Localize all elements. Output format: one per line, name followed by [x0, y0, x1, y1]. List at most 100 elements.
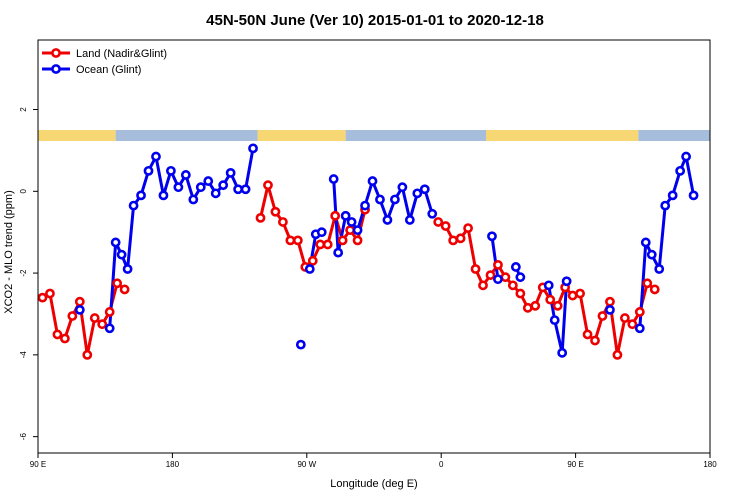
data-point	[128, 200, 139, 211]
data-point	[210, 188, 221, 199]
data-point	[346, 217, 357, 227]
data-point	[352, 225, 363, 236]
data-point	[367, 176, 378, 186]
series-line	[437, 220, 656, 357]
data-point	[37, 292, 48, 303]
data-point	[67, 311, 78, 321]
data-point	[412, 188, 423, 199]
data-point	[510, 262, 521, 272]
data-point	[255, 212, 266, 223]
mask-segment-land	[257, 130, 346, 141]
data-point	[455, 233, 466, 244]
data-point	[74, 296, 85, 307]
data-point	[667, 190, 678, 201]
data-point	[345, 225, 356, 236]
data-point	[104, 307, 115, 317]
y-tick-label: 0	[19, 189, 28, 194]
x-tick-label: 180	[703, 460, 717, 469]
data-point	[515, 288, 526, 299]
legend: Land (Nadir&Glint) Ocean (Glint)	[42, 48, 167, 76]
x-tick-label: 0	[439, 460, 444, 469]
x-axis-label: Longitude (deg E)	[330, 478, 417, 490]
data-point	[263, 180, 273, 191]
x-tick-label: 180	[166, 460, 180, 469]
data-point	[45, 288, 55, 299]
data-point	[557, 347, 568, 358]
data-point	[530, 300, 541, 311]
y-tick-label: 2	[19, 107, 28, 112]
data-point	[660, 200, 671, 211]
legend-label: Ocean (Glint)	[76, 64, 141, 76]
y-axis: -6 -4 -2 0 2	[19, 107, 38, 440]
data-point	[493, 274, 503, 285]
data-point	[136, 190, 146, 201]
data-point	[333, 247, 344, 258]
legend-swatch-marker	[51, 64, 61, 74]
data-point	[448, 235, 459, 246]
data-point	[180, 170, 191, 180]
data-point	[328, 174, 339, 184]
y-tick-label: -2	[19, 269, 28, 277]
data-point	[248, 143, 258, 154]
x-tick-label: 90 W	[297, 460, 316, 469]
legend-swatch-marker	[51, 48, 61, 58]
series-points	[37, 143, 699, 360]
data-point	[507, 280, 518, 291]
land-ocean-strip	[38, 130, 710, 141]
data-point	[316, 227, 327, 238]
data-point	[307, 255, 318, 266]
data-point	[119, 284, 130, 295]
data-point	[433, 217, 444, 227]
data-point	[203, 176, 214, 186]
data-point	[688, 190, 699, 201]
data-point	[143, 165, 154, 176]
data-point	[337, 235, 348, 246]
data-point	[110, 237, 121, 248]
data-point	[233, 184, 244, 195]
data-point	[440, 221, 451, 231]
data-point	[612, 349, 623, 360]
data-point	[470, 264, 481, 274]
mask-segment-ocean	[115, 130, 258, 141]
data-point	[74, 304, 85, 315]
data-point	[543, 280, 554, 291]
data-point	[340, 210, 351, 221]
mask-segment-ocean	[638, 130, 710, 141]
data-point	[292, 235, 303, 246]
data-point	[487, 231, 497, 242]
data-point	[52, 329, 63, 340]
data-point	[582, 329, 593, 340]
data-point	[375, 194, 385, 205]
data-point	[195, 182, 206, 193]
data-point	[158, 190, 169, 201]
data-point	[463, 223, 473, 233]
data-point	[82, 349, 93, 360]
data-point	[218, 180, 229, 191]
data-point	[382, 215, 393, 225]
chart-title: 45N-50N June (Ver 10) 2015-01-01 to 2020…	[206, 12, 544, 29]
data-point	[597, 311, 608, 321]
data-point	[549, 315, 560, 326]
y-tick-label: -4	[19, 351, 28, 359]
data-point	[404, 215, 415, 225]
data-point	[188, 194, 199, 205]
data-point	[590, 335, 600, 346]
data-point	[545, 294, 556, 305]
data-point	[352, 235, 363, 246]
data-point	[278, 217, 288, 227]
data-point	[427, 208, 438, 219]
x-axis: 90 E 180 90 W 0 90 E 180	[30, 453, 717, 469]
data-point	[419, 184, 430, 195]
data-point	[360, 200, 370, 211]
data-point	[112, 278, 123, 289]
data-point	[605, 304, 615, 315]
data-point	[478, 280, 488, 291]
data-point	[304, 264, 315, 274]
data-point	[649, 284, 660, 295]
data-point	[397, 182, 408, 193]
data-point	[515, 272, 526, 283]
data-point	[681, 151, 692, 162]
data-point	[89, 313, 100, 323]
plot-frame	[37, 39, 711, 454]
data-point	[605, 296, 615, 307]
